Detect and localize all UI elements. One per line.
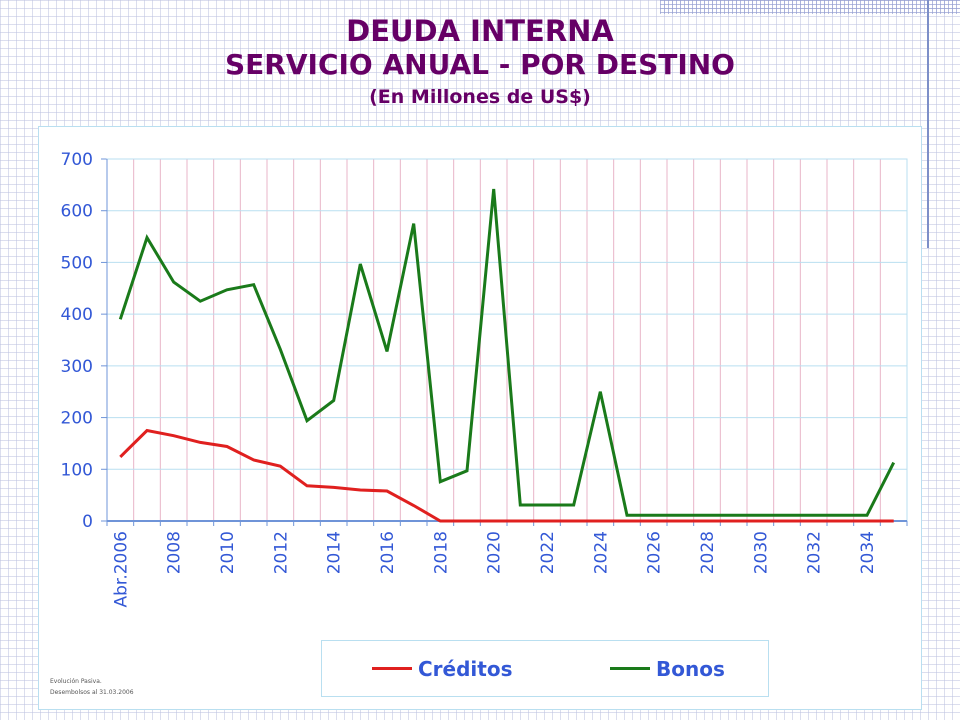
y-tick-label: 700 — [61, 150, 93, 170]
y-tick-label: 200 — [61, 409, 93, 429]
legend-label-creditos: Créditos — [418, 656, 513, 681]
x-tick-label: 2012 — [271, 531, 291, 574]
series-line-creditos — [119, 428, 894, 523]
y-tick-label: 0 — [82, 512, 93, 532]
y-tick-label: 300 — [61, 357, 93, 377]
y-tick-label: 400 — [61, 305, 93, 325]
footnote-line-1: Evolución Pasiva. — [50, 678, 102, 685]
x-tick-label: 2022 — [538, 531, 558, 574]
x-tick-label: 2032 — [805, 531, 825, 574]
chart-area: 0 100 200 300 400 500 600 700 Abr.2006 2008 2010 20… — [38, 126, 922, 710]
line-chart: 0 100 200 300 400 500 600 700 Abr.2006 2008 2010 20… — [61, 150, 908, 608]
legend-swatch-bonos — [610, 667, 650, 670]
y-tick-label: 100 — [61, 460, 93, 480]
x-tick-label: 2010 — [218, 531, 238, 574]
x-tick-label: 2008 — [165, 531, 185, 574]
title-block: DEUDA INTERNA SERVICIO ANUAL - POR DESTI… — [0, 14, 960, 110]
x-tick-label: 2020 — [485, 531, 505, 574]
series-line-bonos — [118, 188, 896, 517]
legend-swatch-creditos — [372, 667, 412, 670]
y-tick-label: 500 — [61, 253, 93, 273]
x-tick-label: 2034 — [858, 531, 878, 574]
title-line-2: SERVICIO ANUAL - POR DESTINO — [225, 48, 735, 81]
legend-item-bonos: Bonos — [610, 641, 725, 696]
top-decorative-band — [660, 0, 960, 14]
x-tick-label: Abr.2006 — [111, 531, 131, 608]
y-tick-label: 600 — [61, 202, 93, 222]
x-tick-label: 2026 — [645, 531, 665, 574]
x-tick-label: 2016 — [378, 531, 398, 574]
legend: Créditos Bonos — [321, 640, 769, 697]
side-decorative-line — [927, 0, 929, 248]
legend-label-bonos: Bonos — [656, 656, 725, 681]
x-tick-label: 2028 — [698, 531, 718, 574]
legend-item-creditos: Créditos — [372, 641, 512, 696]
x-tick-label: 2018 — [431, 531, 451, 574]
x-tick-label: 2030 — [751, 531, 771, 574]
footnote-line-2: Desembolsos al 31.03.2006 — [50, 689, 134, 696]
x-tick-label: 2024 — [591, 531, 611, 574]
title-line-1: DEUDA INTERNA — [346, 14, 614, 48]
x-tick-label: 2014 — [325, 531, 345, 574]
title-line-3: (En Millones de US$) — [369, 86, 591, 108]
